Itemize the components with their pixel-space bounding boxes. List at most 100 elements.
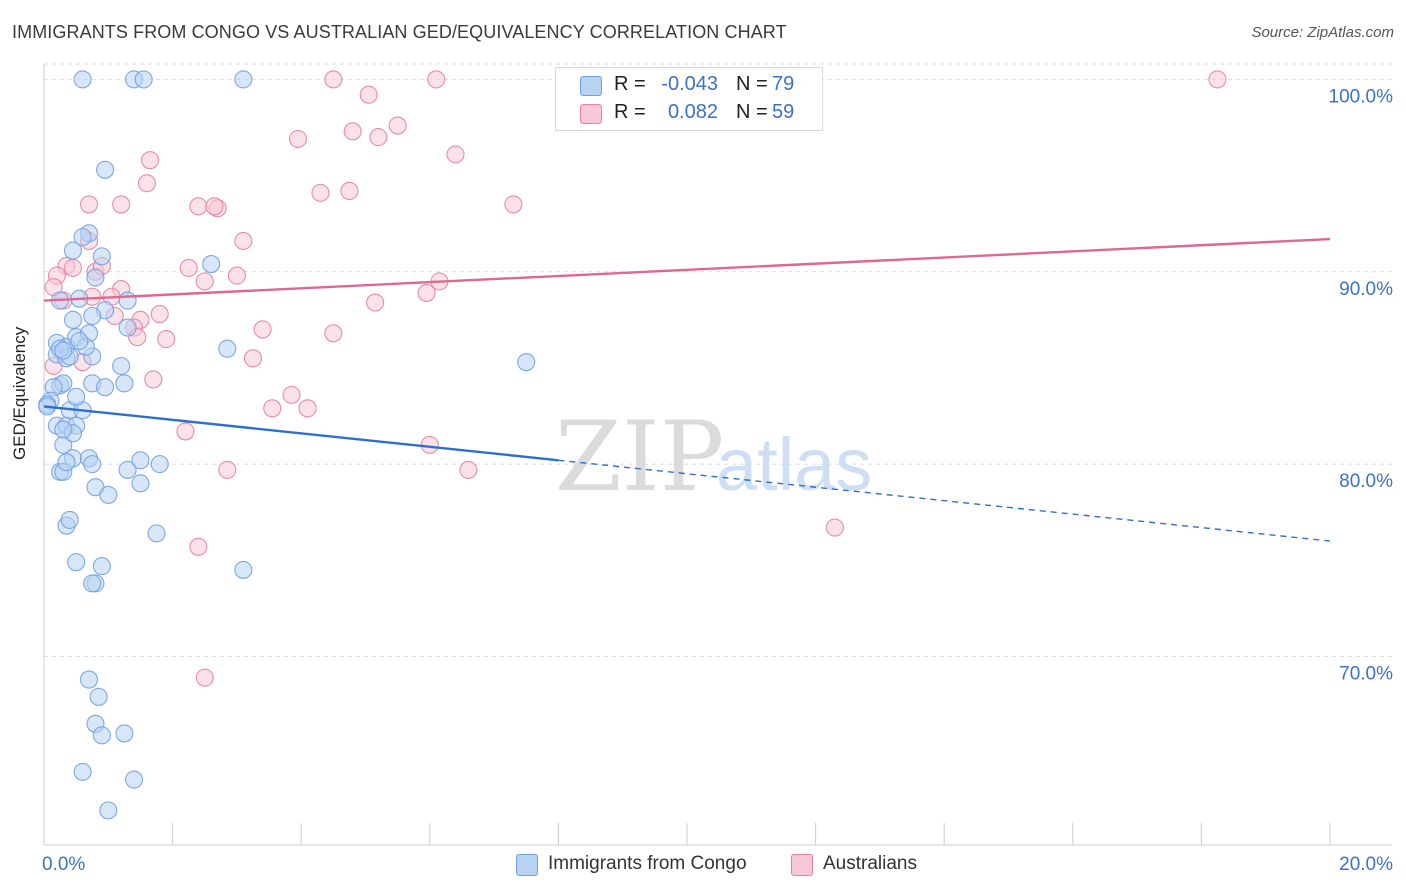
data-point	[234, 231, 253, 251]
watermark-atlas: atlas	[716, 423, 872, 506]
data-point	[54, 420, 73, 439]
data-point	[253, 320, 272, 339]
data-point	[54, 341, 73, 360]
data-point	[150, 305, 169, 324]
data-point	[427, 70, 446, 89]
y-tick-label: 80.0%	[1339, 471, 1393, 492]
data-point	[134, 70, 153, 89]
data-point	[420, 435, 439, 454]
legend-swatch-australians	[791, 854, 813, 876]
data-point	[157, 330, 176, 349]
data-point	[131, 451, 150, 470]
y-tick-label: 70.0%	[1339, 663, 1393, 684]
legend-row-congo: R = -0.043 N = 79	[556, 70, 822, 100]
chart-title: IMMIGRANTS FROM CONGO VS AUSTRALIAN GED/…	[12, 22, 787, 42]
data-point	[115, 724, 134, 743]
data-point	[263, 399, 282, 418]
data-point	[63, 241, 82, 260]
data-point	[1208, 70, 1227, 89]
data-point	[324, 324, 343, 343]
correlation-legend: R = -0.043 N = 79 R = 0.082 N = 59	[555, 67, 823, 131]
x-tick-label: 20.0%	[1339, 854, 1393, 875]
data-point	[60, 510, 79, 529]
data-point	[83, 455, 102, 474]
data-point	[189, 197, 208, 216]
data-point	[96, 378, 115, 397]
data-point	[99, 801, 118, 820]
data-point	[57, 453, 76, 472]
legend-n-label: N =	[736, 101, 768, 123]
data-point	[417, 283, 436, 302]
data-point	[99, 485, 118, 504]
data-point	[131, 474, 150, 493]
legend-swatch-australians	[580, 104, 602, 124]
data-point	[202, 255, 221, 274]
data-point	[504, 195, 523, 214]
data-point	[343, 122, 362, 141]
data-point	[324, 70, 343, 89]
data-point	[195, 272, 214, 291]
data-point	[366, 293, 385, 312]
legend-r-label: R =	[614, 101, 646, 123]
legend-row-australians: R = 0.082 N = 59	[556, 98, 822, 128]
data-point	[63, 310, 82, 329]
data-point	[195, 668, 214, 687]
data-point	[446, 145, 465, 164]
series-legend: Immigrants from Congo Australians	[0, 852, 1406, 878]
data-point	[79, 195, 99, 214]
legend-label-australians: Australians	[823, 853, 917, 874]
data-point	[218, 339, 237, 358]
data-point	[70, 331, 89, 351]
trend-line-extension	[558, 459, 1331, 542]
data-point	[73, 70, 92, 89]
x-tick-label: 0.0%	[42, 854, 85, 875]
trend-line	[43, 405, 559, 462]
watermark-zip: ZIP	[555, 401, 724, 513]
data-point	[176, 422, 195, 441]
axes	[43, 64, 1392, 846]
data-point	[234, 560, 253, 579]
data-point	[288, 129, 308, 149]
data-point	[73, 762, 92, 781]
data-point	[118, 318, 137, 337]
legend-swatch-congo	[580, 76, 602, 96]
data-point	[517, 353, 536, 372]
legend-n-label: N =	[736, 73, 768, 95]
data-point	[112, 356, 131, 376]
data-point	[118, 291, 137, 310]
trend-lines	[43, 237, 1331, 542]
data-point	[124, 770, 144, 789]
y-axis-label: GED/Equivalency	[10, 326, 29, 460]
legend-r-label: R =	[614, 73, 646, 95]
data-point	[150, 455, 169, 474]
data-point	[83, 306, 102, 326]
data-point	[112, 195, 131, 214]
data-point	[144, 370, 163, 389]
data-point	[73, 228, 92, 247]
data-point	[67, 387, 86, 406]
y-tick-label: 90.0%	[1339, 279, 1393, 300]
data-point	[282, 385, 301, 404]
data-point	[115, 374, 134, 393]
data-point	[79, 670, 99, 689]
data-point	[83, 574, 102, 593]
data-points	[38, 70, 1227, 820]
data-point	[141, 151, 160, 170]
data-point	[89, 687, 108, 706]
legend-swatch-congo	[516, 854, 538, 876]
y-tick-label: 100.0%	[1329, 86, 1394, 107]
data-point	[92, 557, 111, 576]
data-point	[227, 266, 246, 285]
data-point	[147, 524, 166, 543]
data-point	[825, 518, 844, 537]
data-point	[459, 460, 478, 479]
data-point	[118, 460, 137, 479]
data-point	[388, 116, 407, 135]
legend-r-value: 0.082	[667, 101, 718, 123]
data-point	[311, 183, 330, 202]
data-point	[359, 85, 378, 104]
data-point	[63, 258, 82, 277]
data-point	[179, 258, 198, 277]
watermark: ZIP atlas	[555, 401, 872, 513]
